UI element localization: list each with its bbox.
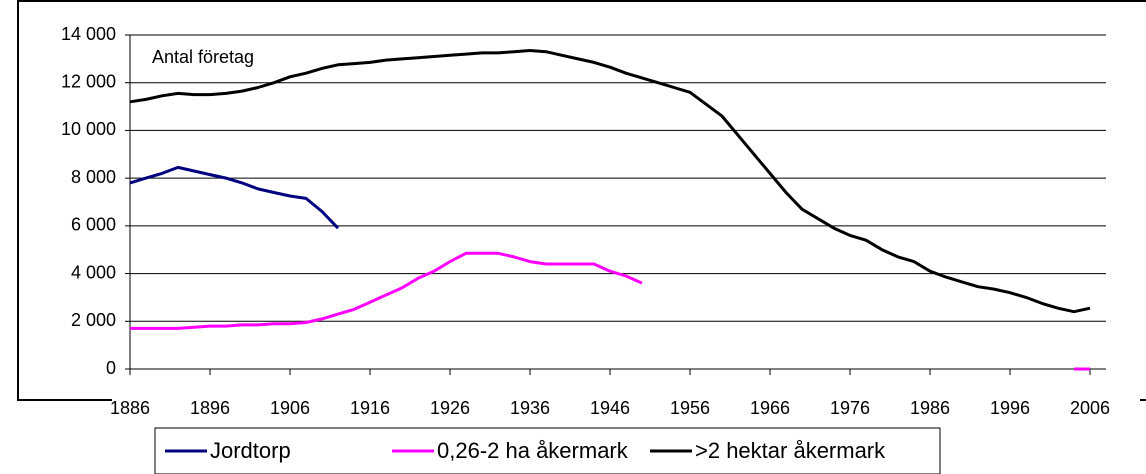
y-tick-label: 14 000: [61, 24, 116, 44]
plot-area: [130, 35, 1106, 369]
x-tick-label: 2006: [1070, 398, 1110, 418]
series-line: [129, 49, 1091, 314]
x-tick-label: 1896: [190, 398, 230, 418]
series-line: [129, 165, 340, 230]
x-tick-label: 1926: [430, 398, 470, 418]
x-tick-label: 1976: [830, 398, 870, 418]
x-tick-label: 1886: [110, 398, 150, 418]
x-tick-label: 1916: [350, 398, 390, 418]
annotation: Antal företag: [152, 47, 254, 67]
x-tick-label: 1956: [670, 398, 710, 418]
x-tick-label: 1946: [590, 398, 630, 418]
y-tick-label: 0: [106, 358, 116, 378]
legend-label: >2 hektar åkermark: [695, 438, 886, 463]
x-tick-label: 1906: [270, 398, 310, 418]
x-tick-label: 1936: [510, 398, 550, 418]
y-tick-label: 10 000: [61, 119, 116, 139]
x-tick-label: 1986: [910, 398, 950, 418]
legend-box: [154, 427, 941, 474]
x-tick-label: 1996: [990, 398, 1030, 418]
y-tick-label: 12 000: [61, 71, 116, 91]
frame: [17, 0, 1146, 401]
y-tick-label: 4 000: [71, 262, 116, 282]
legend-label: Jordtorp: [210, 438, 291, 463]
y-tick-label: 6 000: [71, 215, 116, 235]
y-tick-label: 2 000: [71, 310, 116, 330]
x-tick-label: 1966: [750, 398, 790, 418]
legend-label: 0,26-2 ha åkermark: [437, 438, 629, 463]
y-tick-label: 8 000: [71, 167, 116, 187]
series-line: [130, 251, 1090, 371]
